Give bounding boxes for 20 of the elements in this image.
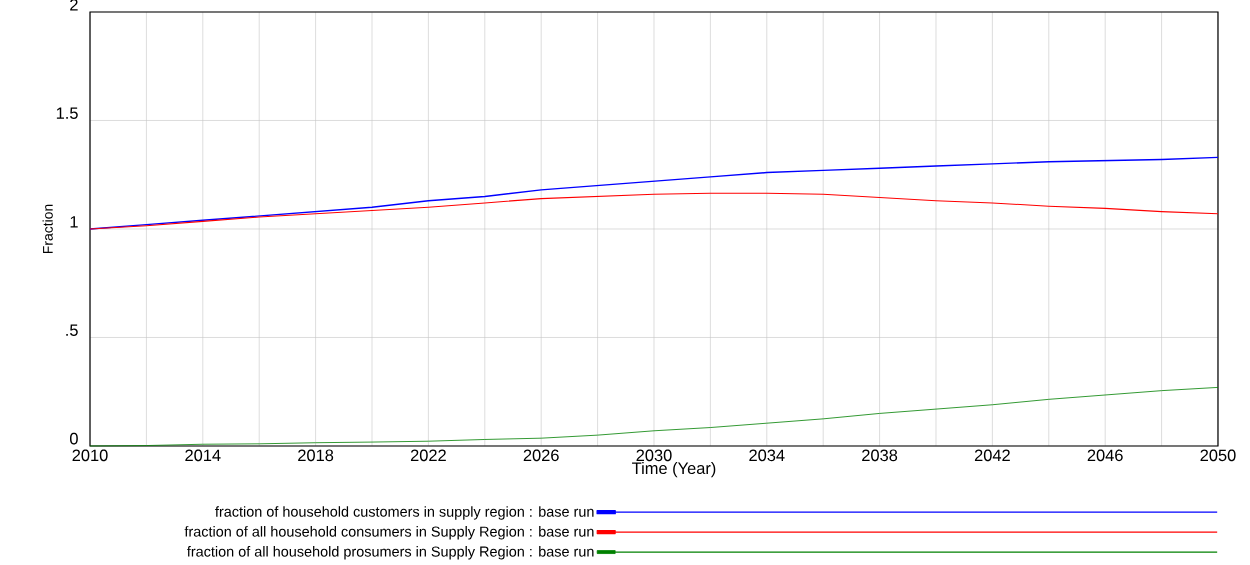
x-tick-label: 2010 <box>72 449 108 462</box>
x-tick-label: 2042 <box>974 449 1010 462</box>
legend-label: fraction of all household prosumers in Supply Region : base run <box>187 546 594 560</box>
y-tick-label: .5 <box>66 324 78 336</box>
x-tick-label: 2030 <box>636 449 672 462</box>
x-tick-label: 2046 <box>1087 449 1123 462</box>
x-tick-label: 2034 <box>749 449 785 462</box>
y-tick-label: 1 <box>70 216 78 228</box>
legend-label: fraction of all household consumers in Supply Region : base run <box>184 526 594 540</box>
x-tick-label: 2050 <box>1200 449 1236 462</box>
x-tick-label: 2022 <box>410 449 446 462</box>
y-axis-title: Fraction <box>42 204 53 254</box>
y-tick-label: 0 <box>69 432 78 445</box>
legend-label: fraction of household customers in supply region : base run <box>215 506 594 520</box>
x-tick-label: 2038 <box>862 449 898 462</box>
x-tick-label: 2018 <box>298 449 334 462</box>
x-tick-label: 2026 <box>523 449 559 462</box>
x-axis-title: Time (Year) <box>632 461 716 478</box>
y-tick-label: 1.5 <box>56 107 78 119</box>
x-tick-label: 2014 <box>185 449 221 462</box>
